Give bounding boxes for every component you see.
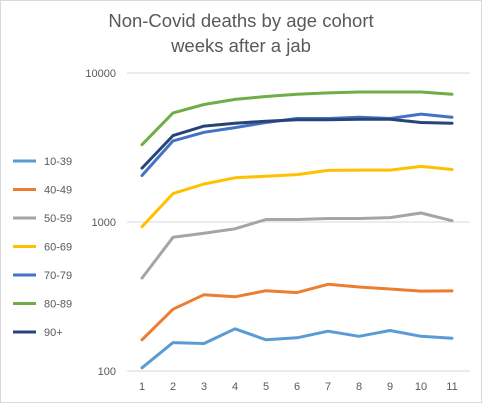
x-tick-label: 10	[415, 381, 427, 393]
x-tick-label: 9	[387, 381, 393, 393]
x-tick-label: 2	[170, 381, 176, 393]
chart-title-line-2: weeks after a jab	[171, 35, 311, 56]
legend-label-70-79: 70-79	[44, 270, 72, 282]
legend-label-60-69: 60-69	[44, 242, 72, 254]
x-tick-label: 4	[232, 381, 238, 393]
x-tick-label: 3	[201, 381, 207, 393]
legend-label-80-89: 80-89	[44, 299, 72, 311]
series-line-50-59	[140, 211, 454, 280]
series-line-40-49	[140, 282, 454, 342]
legend-label-10-39: 10-39	[44, 156, 72, 168]
series-line-60-69	[140, 164, 454, 229]
legend-label-90+: 90+	[44, 327, 63, 339]
y-tick-label: 1000	[92, 217, 116, 229]
y-tick-label: 10000	[85, 68, 116, 80]
x-tick-label: 8	[356, 381, 362, 393]
x-axis-tick-labels: 1 2 3 4 5 6 7 8 9 10 11	[139, 381, 458, 393]
chart-title-line-1: Non-Covid deaths by age cohort	[108, 10, 374, 31]
series-lines	[140, 90, 454, 370]
legend-label-40-49: 40-49	[44, 185, 72, 197]
y-tick-label: 100	[98, 366, 116, 378]
x-tick-label: 5	[263, 381, 269, 393]
x-tick-label: 7	[325, 381, 331, 393]
x-tick-label: 11	[446, 381, 457, 393]
y-axis-tick-labels: 100 1000 10000	[85, 68, 116, 378]
series-line-80-89	[140, 90, 454, 147]
legend: 10-39 40-49 50-59 60-69 70-79 80-89 90+	[13, 156, 72, 339]
series-line-70-79	[140, 112, 454, 177]
legend-label-50-59: 50-59	[44, 213, 72, 225]
x-tick-label: 1	[139, 381, 145, 393]
series-line-10-39	[140, 327, 454, 370]
series-line-90+	[140, 117, 454, 170]
gridlines	[127, 72, 470, 372]
x-tick-label: 6	[294, 381, 300, 393]
